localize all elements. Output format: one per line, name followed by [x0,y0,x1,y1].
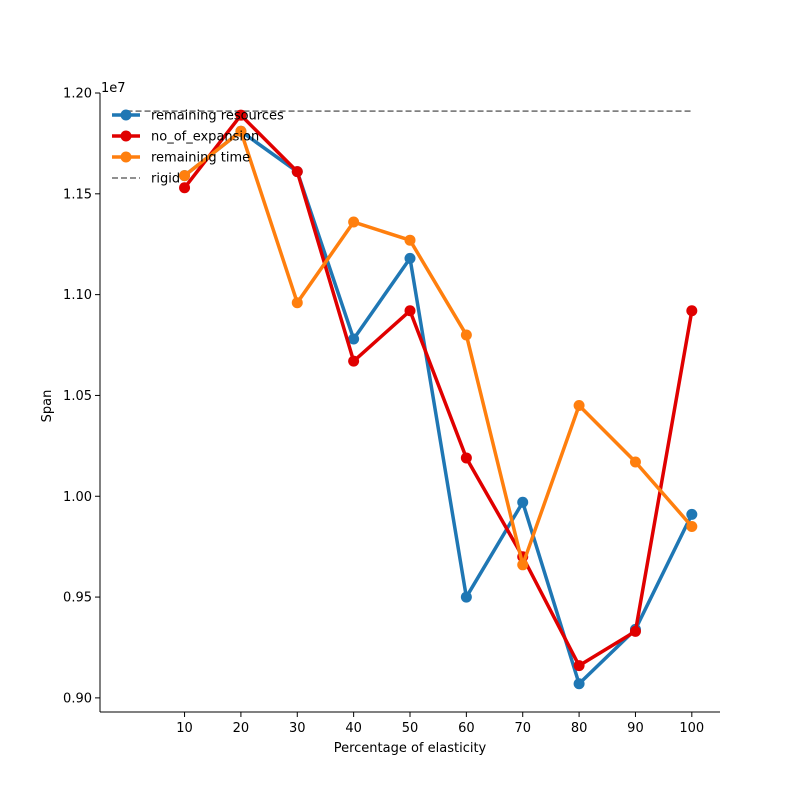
series-line-remaining-time [182,129,694,567]
legend-marker-remaining-resources [120,109,132,121]
data-point-no-of-expansion [179,182,191,194]
y-tick-label: 1.10 [63,288,92,303]
y-tick-label: 1.15 [63,187,92,202]
series-line-no-of-expansion [182,113,694,668]
x-tick-label: 20 [233,721,250,736]
x-tick-label: 30 [289,721,306,736]
series-line-remaining-resources [182,129,694,686]
y-tick-label: 0.90 [63,691,92,706]
data-point-remaining-resources [686,508,698,520]
data-point-remaining-resources [348,333,360,345]
data-point-remaining-time [629,456,641,468]
data-point-remaining-resources [404,252,416,264]
legend-marker-remaining-time [120,151,132,163]
legend: remaining resources no_of_expansionremain… [112,109,284,187]
legend-label-rigid: rigid [151,172,180,187]
data-point-remaining-time [573,400,585,412]
data-point-remaining-time [235,125,247,137]
y-tick-label: 1.05 [63,389,92,404]
legend-label-remaining-time: remaining time [151,151,250,166]
data-point-no-of-expansion [235,109,247,121]
data-point-remaining-resources [460,591,472,603]
data-point-no-of-expansion [291,166,303,178]
y-exponent-label: 1e7 [101,81,126,96]
legend-label-no-of-expansion: no_of_expansion [151,130,259,145]
axes: 10 20 30 40 50 60 70 80 90 100 0.90 0.95 1.00 1.05 1.1… [63,87,720,736]
data-point-remaining-time [686,521,698,533]
data-point-remaining-time [179,170,191,182]
legend-marker-no-of-expansion [120,130,132,142]
x-tick-label: 80 [571,721,588,736]
x-tick-label: 40 [345,721,362,736]
data-point-no-of-expansion [348,355,360,367]
x-tick-label: 10 [176,721,193,736]
data-point-remaining-resources [517,496,529,508]
plot-area [126,109,698,690]
legend-label-remaining-resources: remaining resources [151,109,284,124]
y-tick-label: 1.00 [63,490,92,505]
data-point-no-of-expansion [629,625,641,637]
data-point-no-of-expansion [460,452,472,464]
x-tick-label: 100 [679,721,704,736]
data-point-no-of-expansion [686,305,698,317]
x-axis-label: Percentage of elasticity [334,741,487,756]
x-tick-label: 70 [514,721,531,736]
x-tick-label: 50 [402,721,419,736]
data-point-remaining-time [404,234,416,246]
y-tick-label: 0.95 [63,591,92,606]
data-point-remaining-time [291,297,303,309]
x-tick-label: 90 [627,721,644,736]
data-point-no-of-expansion [573,660,585,672]
data-point-remaining-time [517,559,529,571]
data-point-no-of-expansion [404,305,416,317]
data-point-remaining-time [348,216,360,228]
data-point-remaining-resources [573,678,585,690]
x-tick-label: 60 [458,721,475,736]
data-point-remaining-time [460,329,472,341]
y-axis-label: Span [40,390,55,423]
y-tick-label: 1.20 [63,87,92,102]
